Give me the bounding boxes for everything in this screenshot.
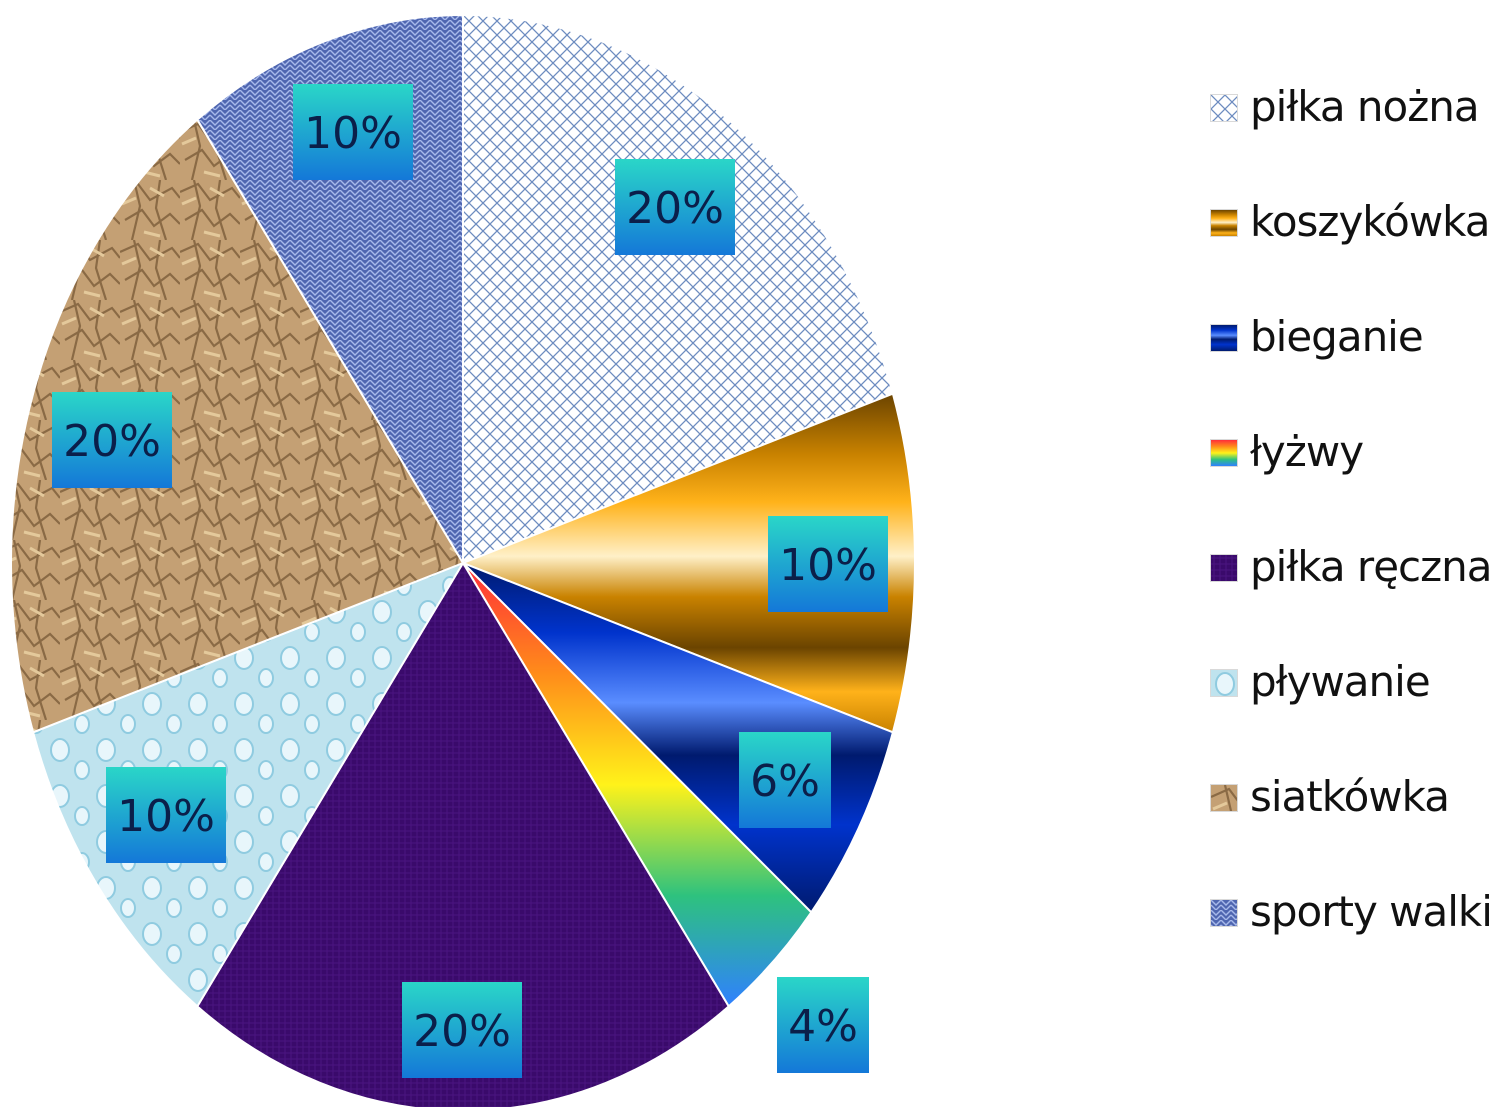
legend-swatch [1210,209,1238,237]
legend-item-lyzwy: łyżwy [1210,423,1492,538]
data-label-text: 10% [779,540,877,591]
data-label-text: 20% [413,1006,511,1057]
data-label-text: 20% [626,183,724,234]
legend-label: piłka ręczna [1250,542,1493,591]
data-label-box [768,516,888,612]
legend-item-bieganie: bieganie [1210,308,1492,423]
pie-data-labels: 20% 10% 6% 4% 20% 10% 20% 10% [52,84,888,1078]
legend-label: pływanie [1250,657,1431,706]
data-label-plywanie: 10% [106,767,226,863]
data-label-pilka-nozna: 20% [615,159,735,255]
pie-slice-siatkowka [10,118,465,734]
data-label-pilka-reczna: 20% [402,982,522,1078]
legend-item-koszykowka: koszykówka [1210,193,1492,308]
data-label-box [739,732,831,828]
data-label-sporty-walki: 10% [293,84,413,180]
data-label-lyzwy: 4% [777,977,869,1073]
data-label-box [777,977,869,1073]
legend-label: koszykówka [1250,197,1490,246]
legend-item-siatkowka: siatkówka [1210,768,1492,883]
legend-swatch [1210,554,1238,582]
legend-item-sporty-walki: sporty walki [1210,883,1493,998]
data-label-box [52,392,172,488]
pie-slice-pilka-reczna [196,561,730,1107]
data-label-siatkowka: 20% [52,392,172,488]
legend: piłka nożna koszykówka bieganie łyżwy piłka … [1210,78,1493,998]
legend-item-pilka-reczna: piłka ręczna [1210,538,1493,653]
legend-item-plywanie: pływanie [1210,653,1492,768]
legend-swatch [1210,324,1238,352]
legend-swatch [1210,94,1238,122]
data-label-text: 6% [750,756,820,807]
data-label-bieganie: 6% [739,732,831,828]
legend-label: siatkówka [1250,772,1450,821]
data-label-text: 4% [788,1001,858,1052]
data-label-text: 20% [63,416,161,467]
legend-swatch [1210,899,1238,927]
pie-plot-area: 20% 10% 6% 4% 20% 10% 20% 10% [10,13,917,1107]
pie-slice-pilka-nozna [462,13,895,565]
data-label-text: 10% [117,791,215,842]
legend-label: bieganie [1250,312,1424,361]
data-label-box [402,982,522,1078]
data-label-koszykowka: 10% [768,516,888,612]
legend-item-pilka-nozna: piłka nożna [1210,78,1492,193]
legend-label: piłka nożna [1250,82,1480,131]
data-label-text: 10% [304,108,402,159]
legend-label: łyżwy [1250,427,1364,476]
pie-slice-plywanie [31,560,466,1008]
legend-label: sporty walki [1250,887,1493,936]
data-label-box [106,767,226,863]
pie-slice-koszykowka [460,392,917,734]
legend-swatch [1210,784,1238,812]
data-label-box [615,159,735,255]
legend-swatch [1210,439,1238,467]
legend-swatch [1210,669,1238,697]
data-label-box [293,84,413,180]
